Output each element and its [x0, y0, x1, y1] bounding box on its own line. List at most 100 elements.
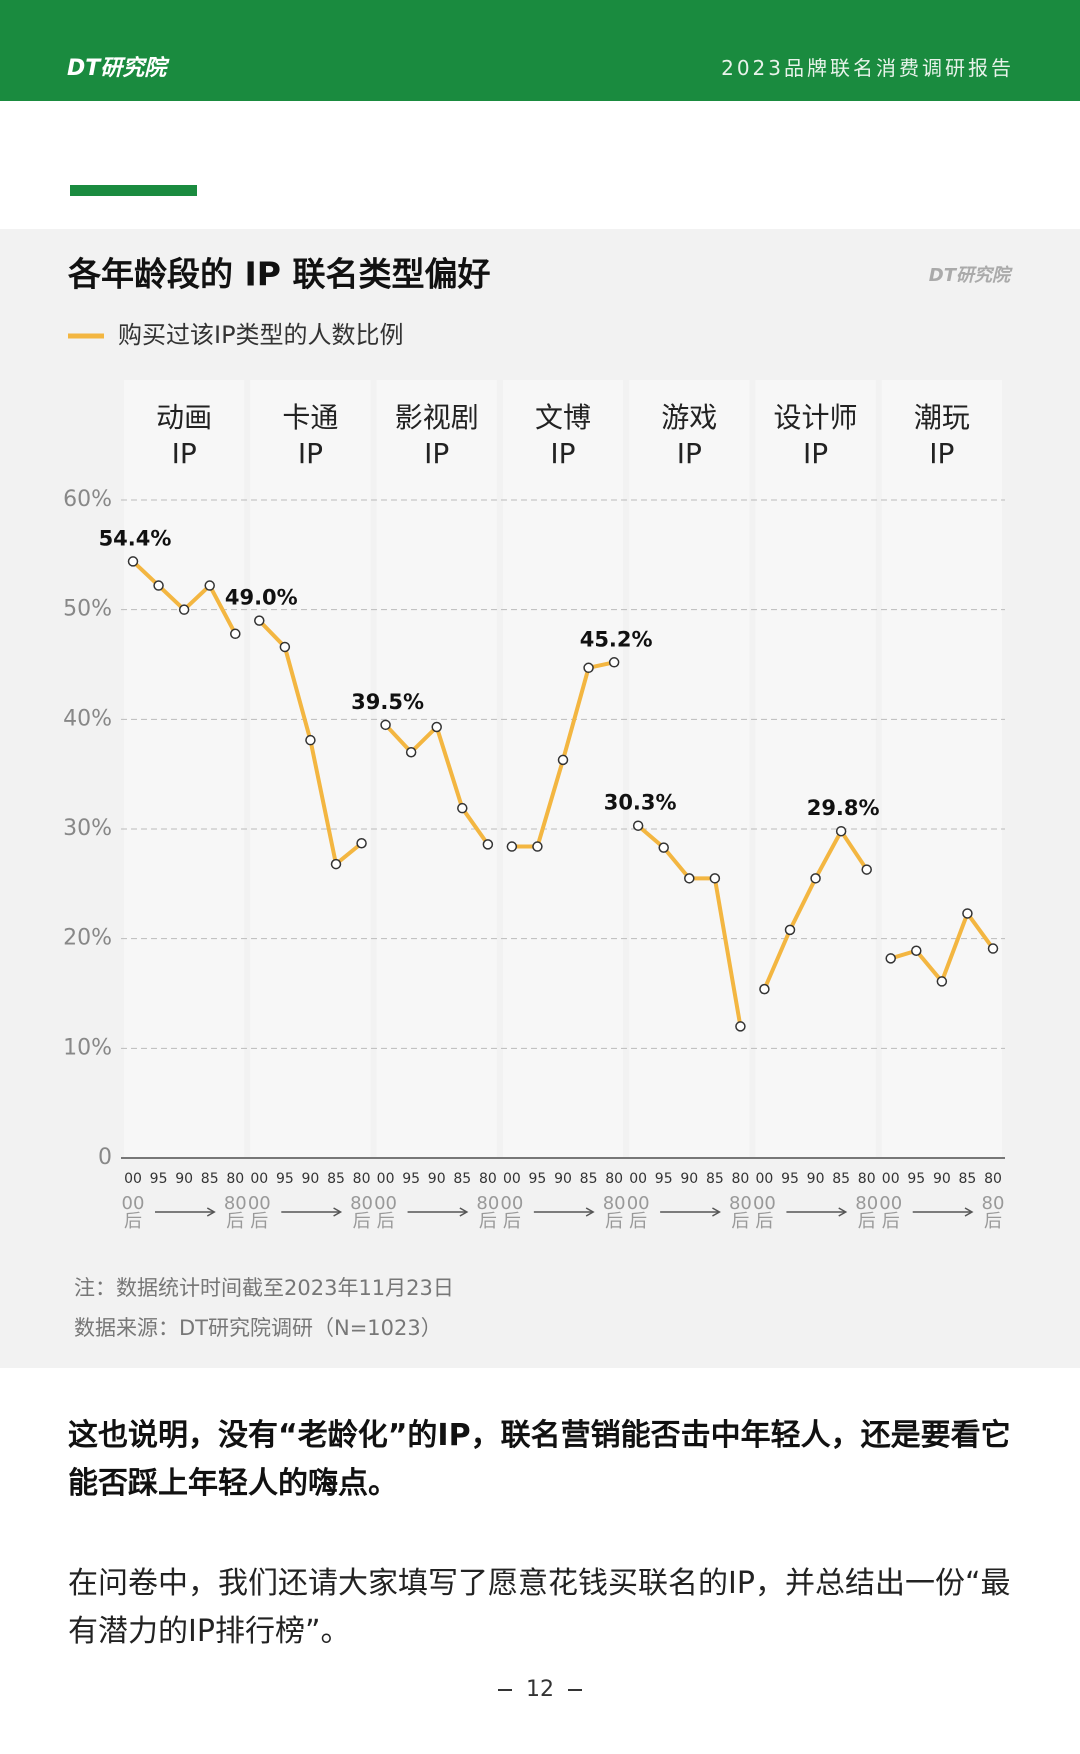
data-point	[835, 825, 847, 837]
range-label: 00 后	[879, 1193, 903, 1232]
panel-header: 游戏 IP	[661, 401, 718, 470]
data-point	[709, 873, 721, 884]
x-tick-label: 85	[832, 1171, 850, 1187]
y-tick-label: 20%	[63, 926, 112, 951]
x-tick-label: 90	[807, 1171, 825, 1187]
x-tick-label: 85	[201, 1171, 219, 1187]
panel-header: 影视剧 IP	[394, 401, 479, 470]
range-label: 80 后	[981, 1193, 1005, 1232]
x-tick-label: 80	[479, 1171, 497, 1187]
panel-bg	[881, 380, 1002, 1158]
range-label: 80 后	[602, 1193, 626, 1232]
data-point	[632, 820, 644, 831]
data-point	[557, 754, 569, 766]
data-point	[127, 556, 139, 567]
x-tick-label: 90	[302, 1171, 320, 1187]
x-tick-label: 00	[250, 1171, 268, 1187]
paragraph: 这也说明，没有“老龄化”的IP，联名营销能否击中年轻人，还是要看它能否踩上年轻人…	[68, 1418, 1011, 1501]
data-point	[608, 657, 620, 668]
x-tick-label: 00	[377, 1171, 395, 1187]
panel-bg	[376, 380, 497, 1158]
paragraph: 在问卷中，我们还请大家填写了愿意花钱买联名的IP，并总结出一份“最有潜力的IP排…	[68, 1566, 1011, 1649]
panel-bg	[124, 380, 245, 1158]
data-point	[810, 873, 821, 884]
x-tick-label: 90	[680, 1171, 698, 1187]
panel-bg	[755, 380, 876, 1158]
data-point	[230, 628, 241, 640]
data-point	[885, 953, 896, 964]
range-label: 00 后	[752, 1193, 776, 1232]
data-point	[962, 908, 973, 919]
data-point	[506, 841, 518, 852]
data-point	[178, 604, 190, 615]
panel-header: 卡通 IP	[282, 401, 339, 470]
data-point	[204, 580, 215, 591]
report-title: 2023品牌联名消费调研报告	[721, 56, 1014, 80]
range-label: 80 后	[350, 1193, 374, 1232]
x-tick-label: 80	[605, 1171, 623, 1187]
range-arrowhead	[459, 1207, 469, 1217]
x-tick-label: 95	[276, 1171, 294, 1187]
data-point	[583, 662, 594, 674]
data-label: 45.2%	[580, 627, 653, 651]
x-tick-label: 85	[453, 1171, 471, 1187]
x-tick-label: 00	[124, 1171, 142, 1187]
range-label: 00 后	[121, 1193, 145, 1232]
x-tick-label: 95	[402, 1171, 420, 1187]
data-point	[279, 641, 291, 653]
chart-title: 各年龄段的 IP 联名类型偏好	[67, 255, 490, 294]
plot: 0 10% 20% 30% 40% 50% 60% 54.4% 00 95 90 85 80 49.0% 0…	[63, 380, 1005, 1217]
range-label: 00 后	[626, 1193, 650, 1232]
data-point	[457, 802, 468, 814]
x-tick-label: 85	[706, 1171, 724, 1187]
y-tick-label: 30%	[63, 816, 112, 841]
data-point	[911, 945, 922, 956]
range-label: 00 后	[247, 1193, 271, 1232]
data-point	[987, 943, 999, 954]
data-point	[482, 839, 494, 850]
range-arrowhead	[712, 1207, 721, 1217]
panel-header: 设计师 IP	[773, 401, 858, 470]
x-tick-label: 95	[529, 1171, 547, 1187]
legend-label: 购买过该IP类型的人数比例	[118, 321, 404, 349]
range-label: 80 后	[855, 1193, 879, 1232]
x-tick-label: 80	[984, 1171, 1002, 1187]
range-label: 00 后	[374, 1193, 398, 1232]
data-label: 54.4%	[99, 526, 172, 550]
panel-header: 文博 IP	[534, 401, 591, 470]
data-point	[305, 734, 316, 746]
panel-header: 潮玩 IP	[913, 401, 970, 470]
data-point	[380, 719, 391, 731]
x-tick-label: 90	[554, 1171, 572, 1187]
range-arrowhead	[585, 1207, 595, 1217]
range-label: 80 后	[728, 1193, 752, 1232]
data-point	[153, 580, 164, 591]
x-tick-label: 00	[882, 1171, 900, 1187]
accent-bar	[70, 185, 197, 196]
range-arrowhead	[838, 1207, 848, 1217]
data-label: 49.0%	[225, 586, 298, 610]
x-tick-label: 95	[781, 1171, 799, 1187]
panel-bg	[629, 380, 750, 1158]
header-bar	[0, 0, 1080, 101]
data-point	[532, 841, 543, 852]
data-point	[735, 1021, 746, 1032]
data-point	[784, 924, 796, 936]
y-tick-label: 40%	[63, 706, 112, 731]
data-label: 30.3%	[604, 791, 677, 815]
x-tick-label: 00	[503, 1171, 521, 1187]
data-point	[861, 864, 872, 875]
page-number: 12	[526, 1677, 554, 1702]
page-dash	[568, 1689, 582, 1691]
x-tick-label: 95	[907, 1171, 925, 1187]
y-tick-label: 10%	[63, 1035, 112, 1060]
x-tick-label: 95	[655, 1171, 673, 1187]
data-point	[936, 976, 948, 987]
x-tick-label: 80	[353, 1171, 371, 1187]
x-tick-label: 80	[732, 1171, 750, 1187]
data-point	[254, 615, 265, 626]
brand: DT研究院	[67, 56, 167, 81]
watermark: DT研究院	[929, 265, 1013, 286]
